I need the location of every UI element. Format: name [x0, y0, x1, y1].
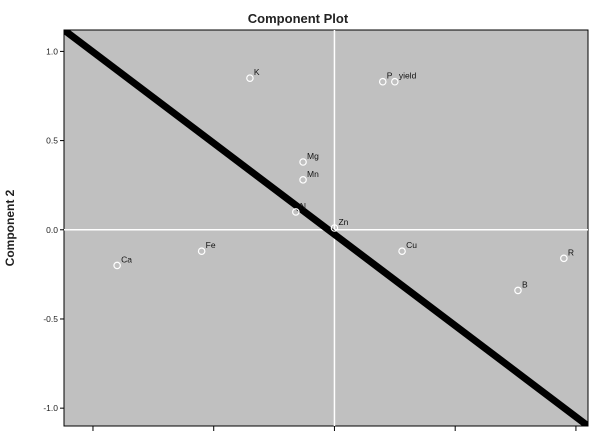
- data-point-label-p: P: [387, 71, 393, 81]
- data-point-label-zn: Zn: [338, 217, 348, 227]
- y-tick-label: 1.0: [46, 46, 58, 56]
- y-tick-label: 0.0: [46, 225, 58, 235]
- data-point-zn: [330, 224, 339, 232]
- data-point-p: [378, 77, 387, 86]
- y-axis-label: Component 2: [3, 189, 17, 266]
- data-point-label-k: K: [254, 67, 260, 77]
- data-point-label-mn: Mn: [307, 169, 319, 179]
- data-point-fe: [197, 247, 206, 255]
- data-point-k: [246, 74, 254, 82]
- x-axis: [92, 426, 577, 431]
- data-point-label-n: N: [300, 201, 306, 211]
- data-point-label-mg: Mg: [307, 151, 319, 161]
- data-point-yield: [391, 77, 399, 86]
- data-point-label-r: R: [568, 247, 574, 257]
- y-tick-label: -0.5: [43, 314, 58, 324]
- y-tick-label: -1.0: [43, 403, 58, 413]
- data-point-label-b: B: [522, 279, 528, 289]
- data-point-cu: [398, 247, 406, 255]
- data-point-label-ca: Ca: [121, 254, 132, 264]
- data-point-label-fe: Fe: [206, 240, 216, 250]
- y-axis: 1.0 0.5 0.0 -0.5 -1.0: [43, 46, 64, 413]
- data-point-r: [560, 254, 568, 263]
- y-tick-label: 0.5: [46, 136, 58, 146]
- data-point-n: [292, 208, 300, 216]
- data-point-label-cu: Cu: [406, 240, 417, 250]
- data-point-ca: [113, 261, 121, 270]
- data-point-mg: [299, 158, 307, 166]
- data-point-mn: [299, 176, 307, 184]
- chart-title: Component Plot: [248, 11, 349, 26]
- diagonal-line: [64, 30, 588, 426]
- data-point-label-yield: yield: [399, 71, 417, 81]
- data-point-b: [514, 286, 522, 295]
